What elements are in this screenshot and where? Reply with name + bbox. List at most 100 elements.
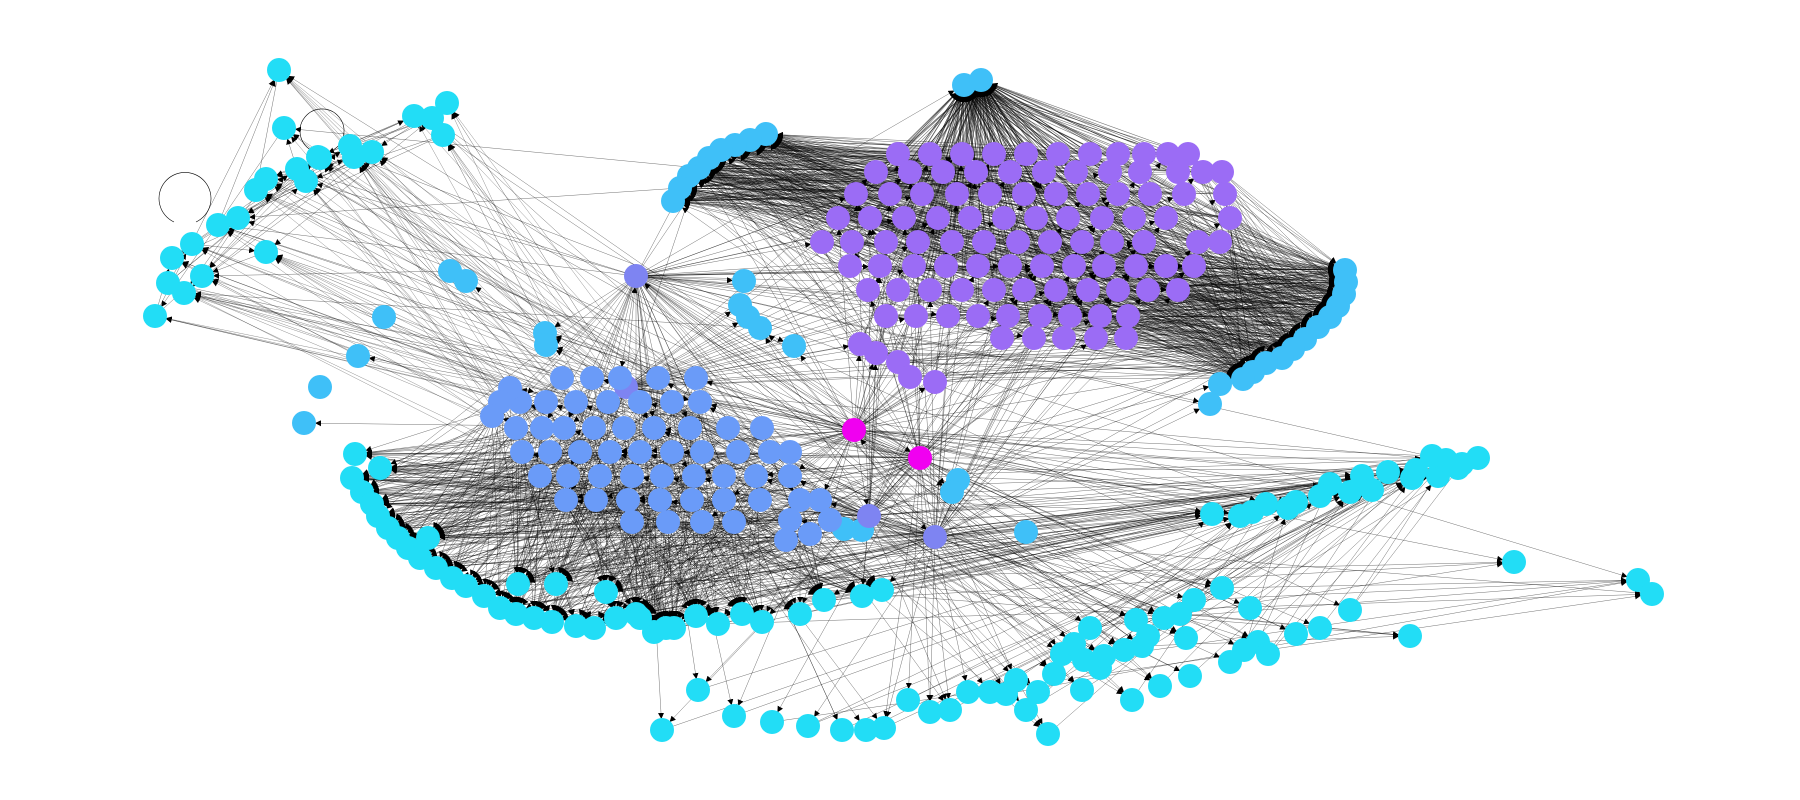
graph-edge — [635, 242, 812, 277]
graph-node-violet-cluster — [1186, 230, 1210, 254]
graph-edge — [800, 354, 855, 431]
graph-node-blue-cluster — [712, 464, 736, 488]
graph-edge — [919, 344, 1087, 459]
graph-edge — [421, 124, 673, 403]
graph-edge — [859, 343, 1232, 381]
graph-node-blue-cluster — [550, 366, 574, 390]
graph-edge — [1125, 283, 1336, 339]
graph-node-bottom-scatter — [1174, 626, 1198, 650]
graph-node-blue-cluster — [660, 390, 684, 414]
graph-node-blue-cluster — [726, 440, 750, 464]
graph-edge — [327, 163, 673, 403]
graph-edge — [383, 501, 831, 521]
graph-edge — [740, 154, 861, 345]
graph-node-central-hubs — [908, 446, 932, 470]
graph-edge — [553, 275, 637, 612]
graph-node-violet-cluster — [874, 230, 898, 254]
graph-edge — [413, 415, 493, 539]
graph-node-blue-cluster — [628, 440, 652, 464]
graph-edge — [635, 275, 943, 486]
graph-edge — [989, 87, 1195, 267]
graph-edge — [859, 89, 977, 345]
graph-edge — [969, 94, 1127, 339]
graph-node-blue-cluster — [656, 510, 680, 534]
graph-node-violet-cluster — [906, 230, 930, 254]
graph-node-bottom-arc — [343, 442, 367, 466]
graph-node-violet-cluster — [1052, 326, 1076, 350]
graph-node-right-arc — [940, 480, 964, 504]
graph-edge — [447, 539, 787, 570]
graph-edge — [177, 287, 597, 501]
graph-edge — [756, 149, 899, 363]
graph-node-bottom-arc — [506, 572, 530, 596]
graph-node-blue-cluster — [750, 416, 774, 440]
graph-node-blue-cluster — [684, 366, 708, 390]
graph-node-left-top-cluster — [308, 146, 332, 170]
graph-node-right-scatter — [1308, 484, 1332, 508]
graph-node-violet-cluster — [966, 254, 990, 278]
graph-node-violet-cluster — [1038, 230, 1062, 254]
graph-node-left-top-cluster — [402, 104, 426, 128]
graph-edge — [380, 158, 791, 453]
graph-node-blue-cluster — [722, 510, 746, 534]
graph-edge — [635, 218, 894, 277]
graph-node-left-top-cluster — [206, 213, 230, 237]
graph-node-violet-cluster — [1058, 304, 1082, 328]
graph-node-top-left-arc — [661, 189, 685, 213]
graph-edge — [934, 369, 1242, 383]
graph-node-right-arc — [1198, 392, 1222, 416]
graph-node-left-top-cluster — [180, 232, 204, 256]
graph-node-top-left-arc — [748, 316, 772, 340]
graph-edge — [567, 475, 852, 593]
graph-node-bottom-scatter — [722, 704, 746, 728]
graph-node-blue-cluster — [690, 510, 714, 534]
graph-edge — [398, 475, 541, 526]
graph-node-violet-cluster — [864, 341, 888, 365]
graph-node-blue-cluster — [582, 416, 606, 440]
graph-node-blue-cluster — [568, 440, 592, 464]
graph-node-blue-cluster — [716, 416, 740, 440]
graph-node-blue-cluster — [564, 390, 588, 414]
graph-node-bottom-scatter — [1308, 616, 1332, 640]
graph-node-violet-cluster — [998, 254, 1022, 278]
graph-node-blue-cluster — [818, 508, 842, 532]
graph-edge — [449, 144, 693, 501]
graph-edge — [974, 87, 1189, 155]
graph-edge — [635, 275, 655, 418]
graph-node-blue-cluster — [608, 366, 632, 390]
graph-node-blue-cluster — [534, 390, 558, 414]
graph-node-top-left-arc — [292, 411, 316, 435]
graph-edge — [195, 291, 761, 329]
graph-node-violet-cluster — [1208, 230, 1232, 254]
graph-node-bottom-arc — [788, 602, 812, 626]
graph-edge — [1183, 193, 1322, 310]
graph-node-violet-cluster — [1213, 182, 1237, 206]
graph-node-bottom-scatter — [1070, 678, 1094, 702]
graph-node-blue-cluster — [538, 440, 562, 464]
graph-node-bottom-scatter — [760, 710, 784, 734]
graph-node-bottom-scatter — [1036, 722, 1060, 746]
graph-edge — [695, 377, 856, 588]
graph-node-right-scatter — [1376, 460, 1400, 484]
graph-node-violet-cluster — [864, 160, 888, 184]
graph-edge — [327, 165, 633, 477]
graph-node-blue-cluster — [688, 390, 712, 414]
graph-edge — [708, 172, 853, 243]
graph-edge — [1127, 313, 1319, 320]
graph-node-violet-cluster — [926, 206, 950, 230]
graph-node-top-left-arc — [534, 333, 558, 357]
graph-node-violet-cluster — [1006, 230, 1030, 254]
graph-edge — [909, 337, 1295, 378]
graph-node-violet-cluster — [1106, 182, 1130, 206]
graph-node-blue-cluster — [596, 390, 620, 414]
graph-node-blue-cluster — [748, 488, 772, 512]
graph-edge — [1193, 265, 1334, 273]
graph-node-violet-cluster — [1076, 278, 1100, 302]
graph-node-blue-cluster — [588, 464, 612, 488]
graph-edge — [719, 157, 1167, 219]
graph-node-top-left-arc — [372, 305, 396, 329]
graph-node-blue-cluster — [678, 416, 702, 440]
graph-edge — [851, 241, 1295, 339]
graph-edge — [897, 305, 1328, 363]
graph-node-violet-cluster — [1136, 278, 1160, 302]
